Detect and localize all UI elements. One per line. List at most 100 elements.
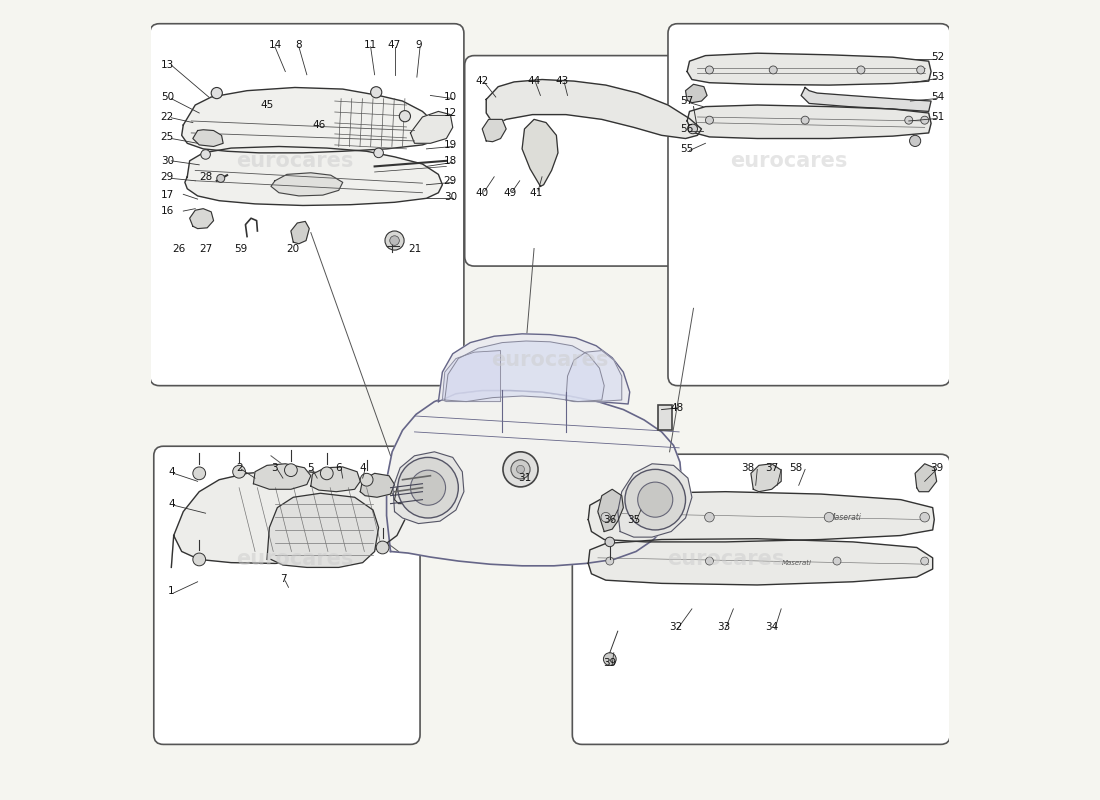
Text: 25: 25: [161, 132, 174, 142]
Polygon shape: [688, 54, 931, 85]
Polygon shape: [182, 87, 439, 153]
Text: 13: 13: [161, 60, 174, 70]
Text: 18: 18: [443, 156, 456, 166]
Polygon shape: [618, 464, 692, 537]
Text: eurocares: eurocares: [730, 151, 848, 171]
Text: 29: 29: [161, 172, 174, 182]
Circle shape: [605, 537, 615, 546]
FancyBboxPatch shape: [668, 24, 950, 386]
Circle shape: [688, 124, 697, 134]
Text: 20: 20: [287, 243, 300, 254]
Text: 35: 35: [627, 514, 640, 525]
Text: 12: 12: [443, 108, 456, 118]
Text: 42: 42: [475, 76, 488, 86]
Text: 56: 56: [681, 124, 694, 134]
Polygon shape: [386, 390, 682, 566]
Circle shape: [361, 474, 373, 486]
Text: 38: 38: [741, 462, 755, 473]
Polygon shape: [439, 334, 629, 404]
Text: 17: 17: [161, 190, 174, 200]
Circle shape: [705, 557, 714, 565]
Text: 48: 48: [671, 403, 684, 413]
Polygon shape: [685, 84, 707, 102]
Circle shape: [625, 470, 685, 530]
Polygon shape: [410, 111, 453, 143]
Circle shape: [233, 466, 245, 478]
Circle shape: [320, 467, 333, 480]
Circle shape: [705, 116, 714, 124]
Circle shape: [503, 452, 538, 487]
Circle shape: [371, 86, 382, 98]
Polygon shape: [486, 79, 702, 138]
Text: 16: 16: [161, 206, 174, 216]
Polygon shape: [185, 146, 442, 206]
Circle shape: [920, 513, 929, 522]
Text: 53: 53: [931, 72, 944, 82]
Circle shape: [517, 466, 525, 474]
Text: 36: 36: [603, 514, 616, 525]
Text: 37: 37: [764, 462, 779, 473]
Polygon shape: [588, 492, 934, 542]
Text: 6: 6: [336, 462, 342, 473]
Circle shape: [824, 513, 834, 522]
Polygon shape: [597, 490, 624, 531]
Text: 19: 19: [443, 140, 456, 150]
Circle shape: [705, 66, 714, 74]
Text: 7: 7: [279, 574, 286, 584]
Polygon shape: [444, 341, 604, 402]
FancyBboxPatch shape: [154, 446, 420, 744]
Circle shape: [376, 541, 389, 554]
Circle shape: [916, 66, 925, 74]
Text: 55: 55: [681, 144, 694, 154]
Circle shape: [201, 150, 210, 159]
FancyBboxPatch shape: [572, 454, 950, 744]
Text: 32: 32: [669, 622, 683, 632]
Text: 31: 31: [518, 473, 531, 483]
Circle shape: [374, 148, 384, 158]
Circle shape: [192, 467, 206, 480]
Bar: [658, 405, 672, 430]
Polygon shape: [395, 484, 416, 504]
Circle shape: [192, 553, 206, 566]
Text: 51: 51: [931, 112, 944, 122]
Text: 46: 46: [312, 120, 326, 130]
Text: 49: 49: [504, 188, 517, 198]
Circle shape: [801, 116, 810, 124]
Text: 14: 14: [268, 40, 282, 50]
Polygon shape: [688, 105, 931, 138]
Text: 1: 1: [168, 586, 175, 596]
Text: 50: 50: [161, 92, 174, 102]
Polygon shape: [311, 467, 361, 492]
Text: 52: 52: [931, 52, 944, 62]
Text: 26: 26: [173, 243, 186, 254]
Text: 9: 9: [415, 40, 421, 50]
Polygon shape: [290, 222, 309, 244]
Text: 59: 59: [234, 243, 248, 254]
Circle shape: [217, 174, 224, 182]
Circle shape: [389, 236, 399, 246]
Polygon shape: [253, 464, 311, 490]
Text: 8: 8: [296, 40, 303, 50]
Text: 21: 21: [408, 243, 421, 254]
Text: 4: 4: [360, 462, 366, 473]
Text: 33: 33: [717, 622, 730, 632]
Polygon shape: [565, 350, 621, 402]
Circle shape: [638, 482, 673, 517]
Text: eurocares: eurocares: [236, 151, 353, 171]
Text: 54: 54: [931, 92, 944, 102]
Polygon shape: [915, 464, 937, 492]
Circle shape: [285, 464, 297, 477]
Text: 34: 34: [764, 622, 779, 632]
Circle shape: [606, 557, 614, 565]
Circle shape: [705, 513, 714, 522]
Text: 30: 30: [161, 156, 174, 166]
Polygon shape: [482, 119, 506, 142]
Polygon shape: [271, 173, 343, 196]
Text: 2: 2: [235, 462, 242, 473]
Text: 57: 57: [681, 96, 694, 106]
Polygon shape: [361, 474, 395, 498]
Circle shape: [601, 513, 610, 522]
Circle shape: [211, 87, 222, 98]
Polygon shape: [588, 538, 933, 585]
Circle shape: [604, 653, 616, 666]
